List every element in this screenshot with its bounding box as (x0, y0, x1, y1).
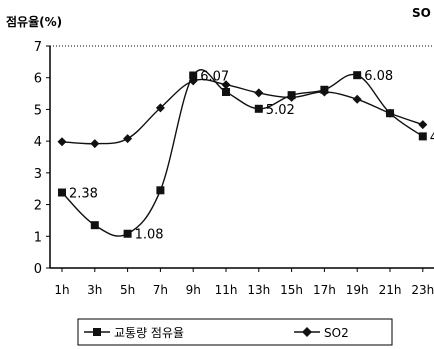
right-axis-title: SO (412, 6, 431, 20)
legend: 교통량 점유율 SO2 (77, 318, 393, 346)
legend-diamond-marker-icon (302, 327, 312, 337)
data-label: 6.07 (200, 69, 229, 84)
data-label: 6.08 (364, 69, 393, 84)
x-tick-label: 21h (379, 283, 402, 297)
x-tick-label: 17h (313, 283, 336, 297)
x-tick-label: 23h (411, 283, 434, 297)
x-tick-label: 19h (346, 283, 369, 297)
x-ticks: 1h 3h 5h 7h 9h 11h 13h 15h 17h 19h 21h 23h (54, 268, 434, 297)
data-point-traffic (58, 188, 66, 197)
data-label: 2.38 (69, 187, 98, 202)
x-tick-label: 3h (87, 283, 102, 297)
data-point-traffic (386, 109, 394, 118)
data-point-traffic (156, 186, 165, 195)
legend-square-marker-icon (93, 328, 101, 336)
y-tick-label: 7 (34, 40, 42, 55)
data-point-traffic (222, 87, 230, 96)
data-point-traffic (123, 229, 132, 238)
y-tick-label: 6 (34, 72, 42, 87)
data-point-so2 (155, 103, 165, 113)
data-point-so2 (123, 134, 133, 144)
data-point-so2 (90, 139, 100, 149)
data-point-so2 (221, 80, 231, 90)
data-point-traffic (418, 132, 427, 141)
data-point-so2 (418, 120, 428, 130)
series-markers (57, 71, 428, 238)
data-point-traffic (90, 221, 99, 230)
data-label: 1.08 (135, 228, 164, 243)
data-point-traffic (353, 71, 362, 80)
x-tick-label: 13h (247, 283, 270, 297)
legend-box (77, 318, 393, 346)
data-point-traffic (189, 71, 198, 80)
data-point-traffic (320, 85, 329, 94)
y-ticks: 0 1 2 3 4 5 6 7 (34, 40, 50, 277)
x-tick-label: 11h (215, 283, 238, 297)
x-tick-label: 5h (120, 283, 135, 297)
legend-label-traffic: 교통량 점유율 (114, 326, 184, 340)
y-axis-title: 점유율(%) (6, 14, 62, 29)
data-labels: 2.38 1.08 6.07 5.02 6.08 4. (69, 69, 434, 243)
data-point-so2 (57, 137, 67, 147)
data-point-traffic (254, 104, 263, 113)
y-tick-label: 2 (34, 199, 42, 214)
series-lines (61, 69, 424, 237)
x-tick-label: 1h (54, 283, 69, 297)
y-tick-label: 3 (34, 167, 42, 182)
x-tick-label: 7h (153, 283, 168, 297)
legend-label-so2: SO2 (324, 326, 349, 340)
data-point-so2 (254, 88, 264, 98)
x-tick-label: 15h (280, 283, 303, 297)
series-line-traffic (61, 69, 424, 237)
series-line-so2 (61, 78, 424, 145)
data-label: 4. (430, 130, 434, 145)
data-point-so2 (352, 94, 362, 104)
data-point-traffic (287, 91, 296, 100)
data-label: 5.02 (266, 103, 295, 118)
y-tick-label: 1 (34, 230, 42, 245)
y-tick-label: 0 (34, 262, 42, 277)
y-tick-label: 4 (34, 135, 42, 150)
y-tick-label: 5 (34, 103, 42, 118)
x-tick-label: 9h (186, 283, 201, 297)
